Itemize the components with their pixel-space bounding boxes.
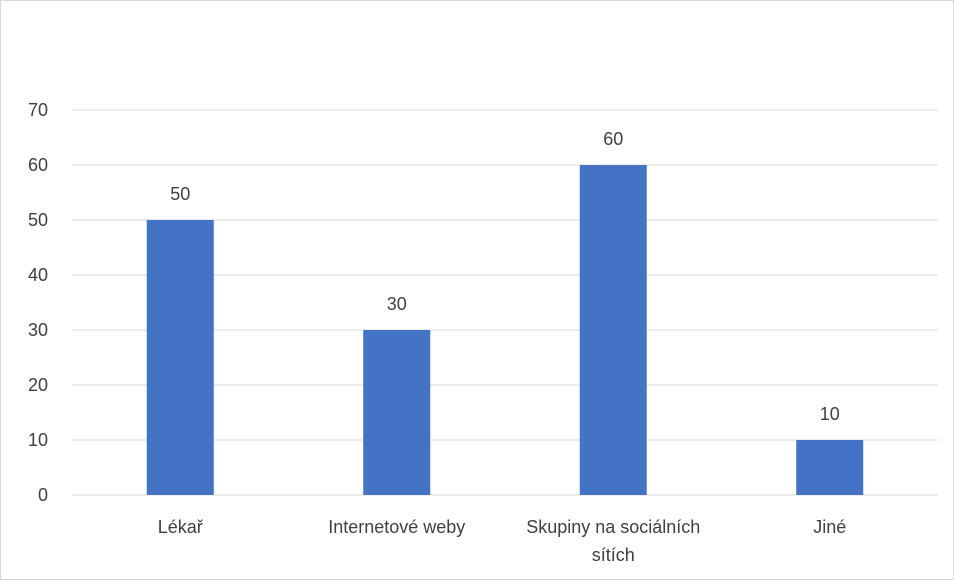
y-tick-label-40: 40 [28, 265, 48, 285]
category-label-line: Lékař [158, 517, 204, 537]
y-tick-label-10: 10 [28, 430, 48, 450]
bar-2 [363, 330, 431, 495]
data-label-2: 30 [387, 294, 407, 314]
y-tick-label-0: 0 [38, 485, 48, 505]
y-tick-label-50: 50 [28, 210, 48, 230]
bar-3 [579, 165, 647, 495]
data-label-1: 50 [170, 184, 190, 204]
y-tick-label-30: 30 [28, 320, 48, 340]
category-label-2: Internetové weby [328, 517, 465, 537]
y-tick-label-60: 60 [28, 155, 48, 175]
category-label-4: Jiné [813, 517, 846, 537]
bar-1 [146, 220, 214, 495]
category-label-line: Skupiny na sociálních [526, 517, 700, 537]
category-label-line: sítích [592, 545, 635, 565]
bar-4 [796, 440, 864, 495]
category-label-1: Lékař [158, 517, 204, 537]
data-label-3: 60 [603, 129, 623, 149]
y-tick-label-20: 20 [28, 375, 48, 395]
y-tick-label-70: 70 [28, 100, 48, 120]
category-label-line: Internetové weby [328, 517, 465, 537]
data-label-4: 10 [820, 404, 840, 424]
category-label-line: Jiné [813, 517, 846, 537]
category-label-3: Skupiny na sociálních sítích [526, 517, 700, 565]
